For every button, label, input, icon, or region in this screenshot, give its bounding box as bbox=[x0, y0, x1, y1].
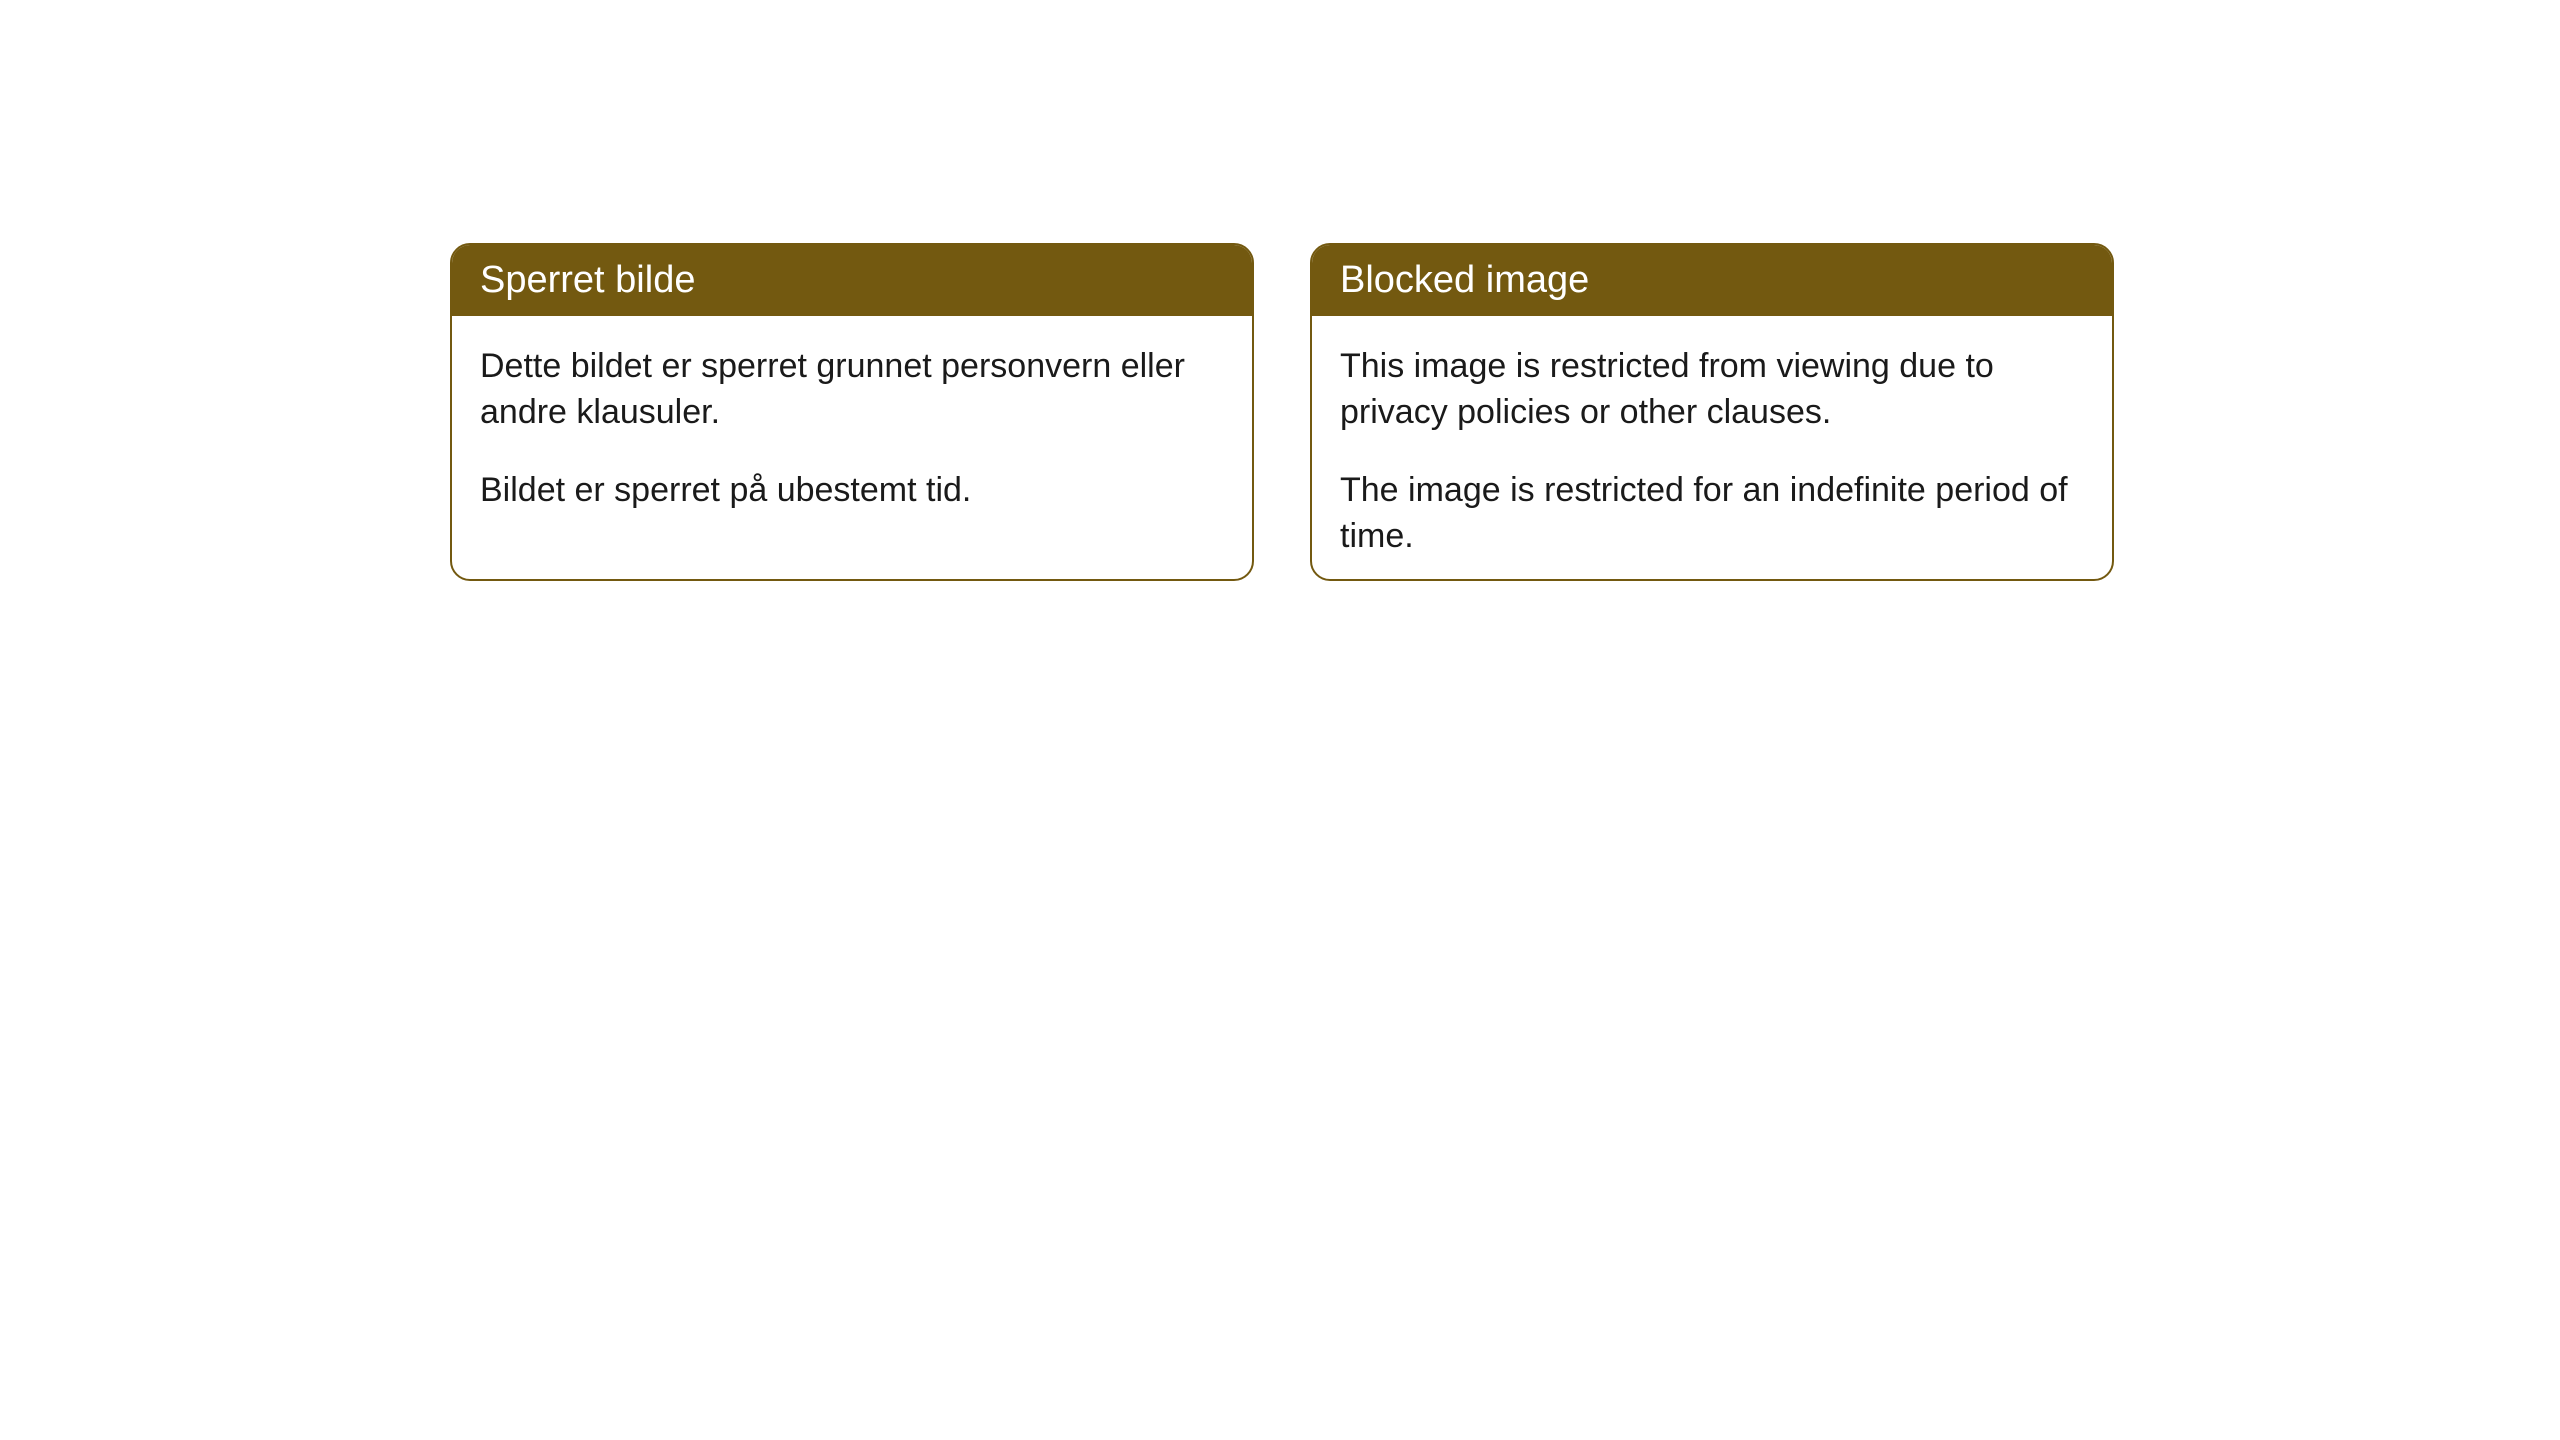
notice-paragraph: Bildet er sperret på ubestemt tid. bbox=[480, 468, 1224, 514]
notice-card-english: Blocked image This image is restricted f… bbox=[1310, 243, 2114, 581]
notice-card-norwegian: Sperret bilde Dette bildet er sperret gr… bbox=[450, 243, 1254, 581]
notice-paragraph: Dette bildet er sperret grunnet personve… bbox=[480, 344, 1224, 436]
notice-card-body: Dette bildet er sperret grunnet personve… bbox=[452, 316, 1252, 570]
notice-card-title: Sperret bilde bbox=[452, 245, 1252, 316]
notice-paragraph: This image is restricted from viewing du… bbox=[1340, 344, 2084, 436]
notice-card-title: Blocked image bbox=[1312, 245, 2112, 316]
notice-card-body: This image is restricted from viewing du… bbox=[1312, 316, 2112, 581]
notice-paragraph: The image is restricted for an indefinit… bbox=[1340, 468, 2084, 560]
notice-cards-container: Sperret bilde Dette bildet er sperret gr… bbox=[0, 0, 2560, 581]
